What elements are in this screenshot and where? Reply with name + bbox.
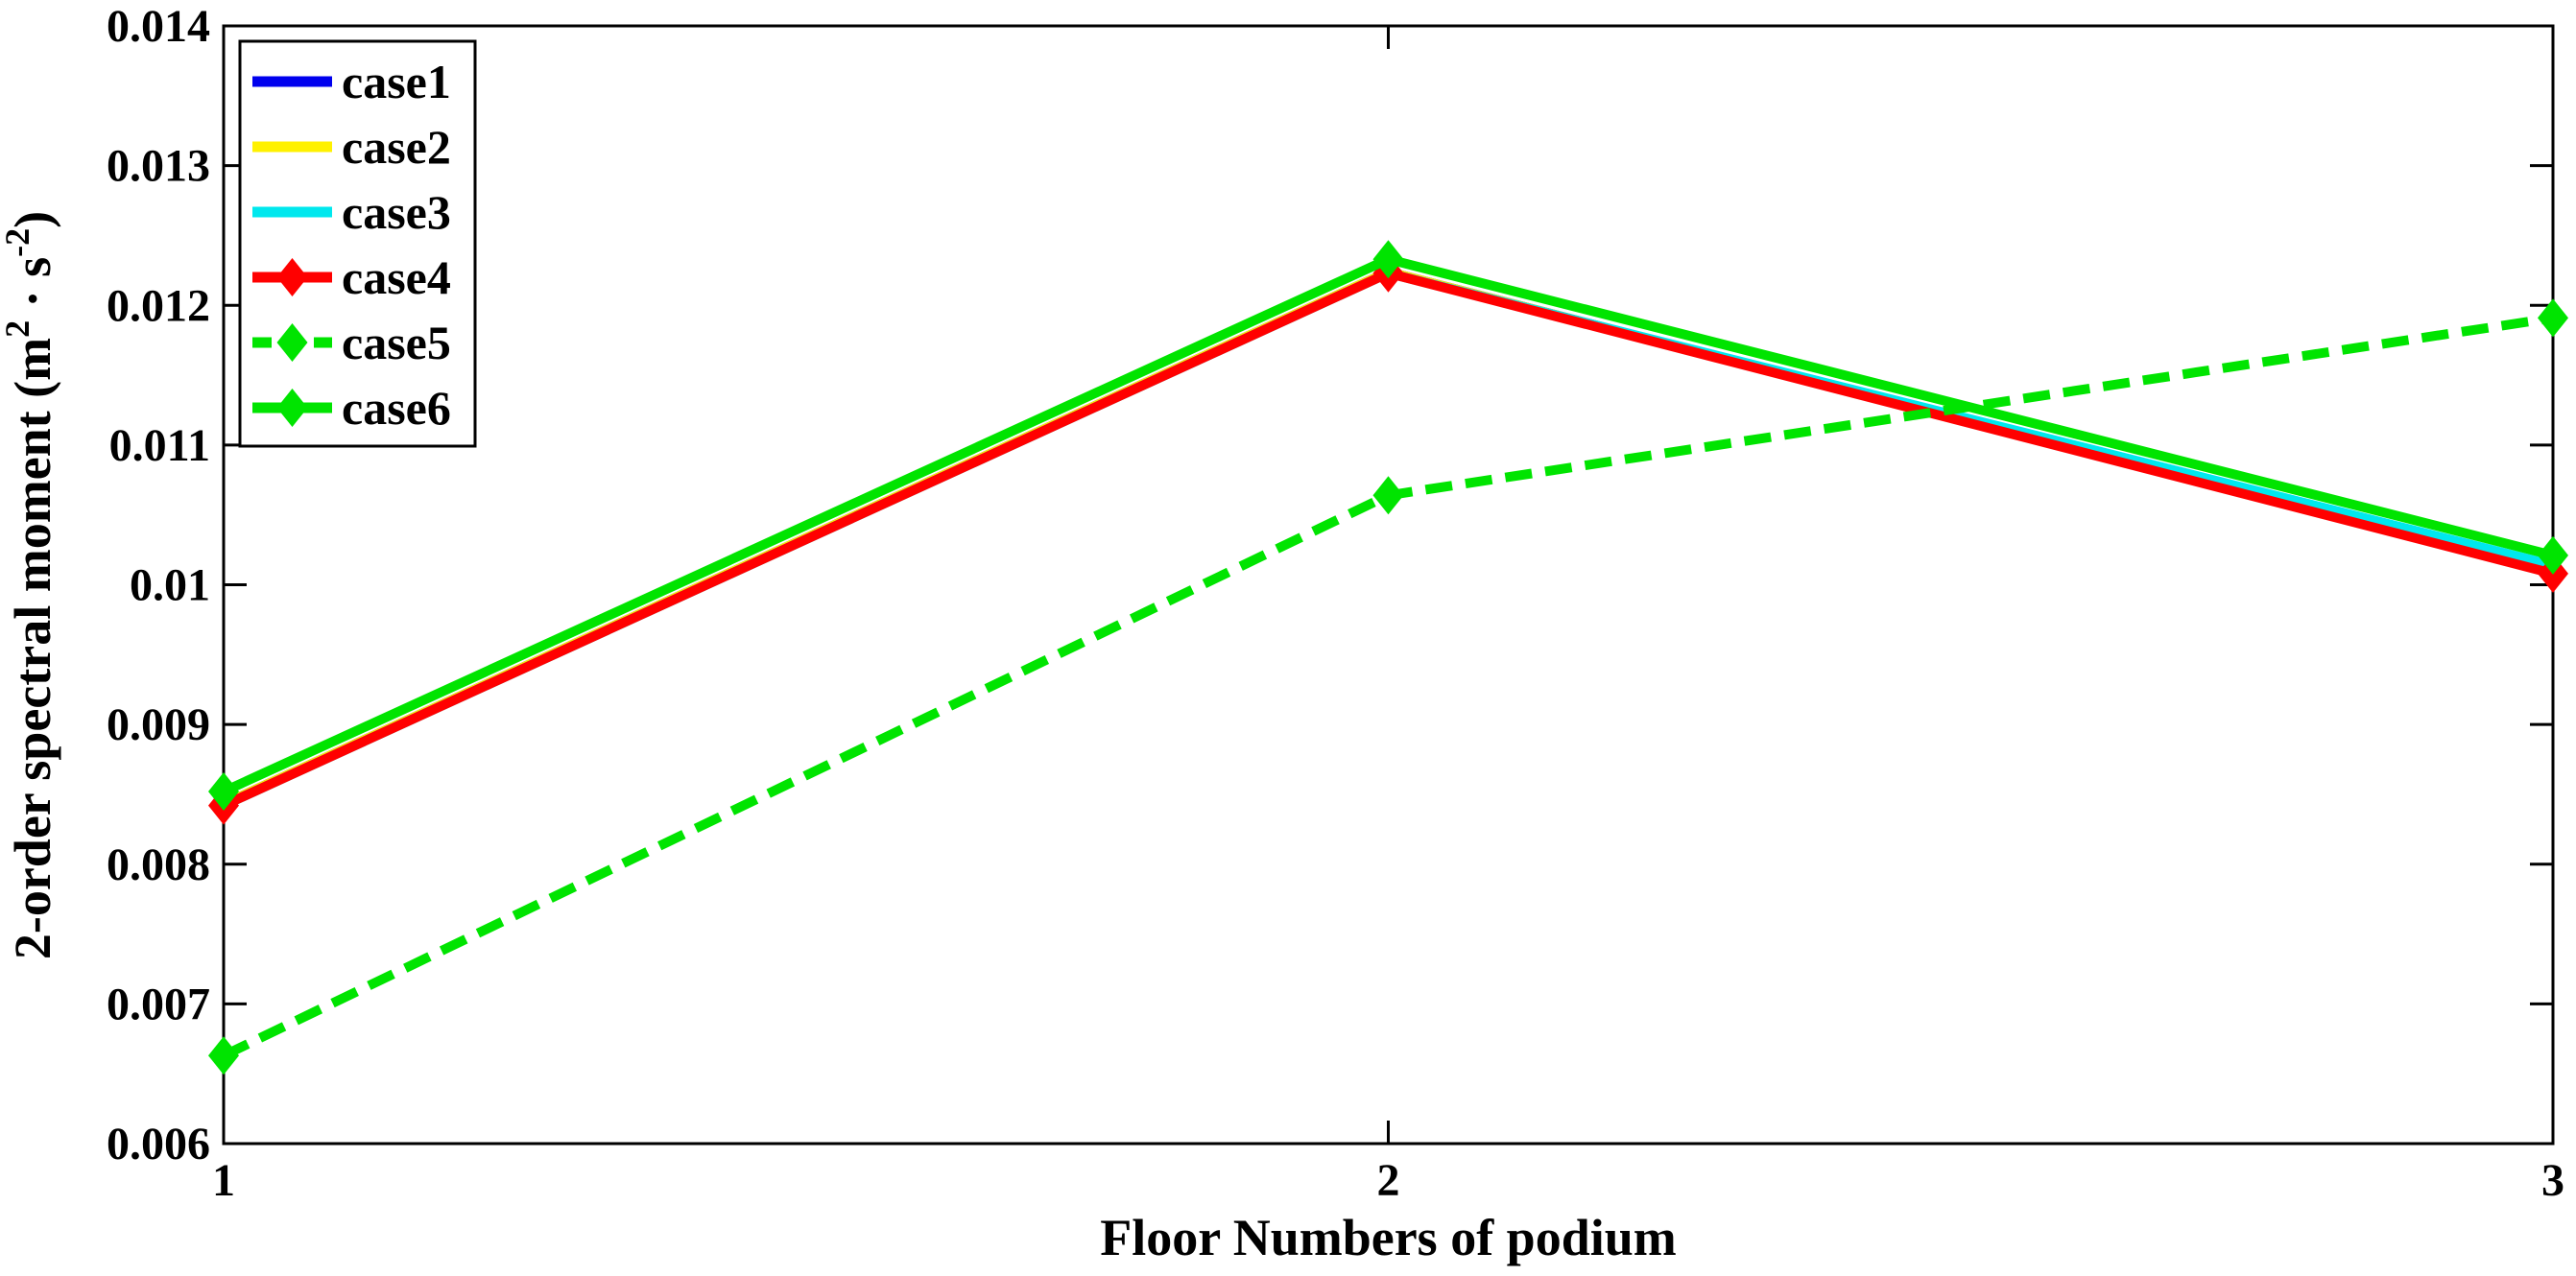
legend-label-case1: case1 xyxy=(342,55,451,108)
x-tick-label: 3 xyxy=(2541,1155,2564,1206)
legend-label-case5: case5 xyxy=(342,316,451,369)
series-line-case2 xyxy=(221,267,2555,809)
x-axis-title: Floor Numbers of podium xyxy=(1100,1209,1677,1266)
y-tick-label: 0.01 xyxy=(130,560,210,611)
series-marker-case5 xyxy=(1372,476,1404,515)
series-line-case5 xyxy=(221,313,2554,1060)
legend-box xyxy=(238,39,477,448)
y-axis-title: 2-order spectral moment (m2 · s-2) xyxy=(0,211,61,959)
y-tick-label: 0.009 xyxy=(107,699,210,750)
series-marker-case5 xyxy=(2538,298,2568,338)
series-line-case6 xyxy=(221,253,2555,796)
y-tick-label: 0.007 xyxy=(107,979,210,1029)
series-marker-case6 xyxy=(208,772,239,812)
x-tick-label: 2 xyxy=(1377,1155,1400,1206)
legend-label-case3: case3 xyxy=(342,185,451,239)
y-tick-label: 0.012 xyxy=(107,280,210,331)
legend-label-case4: case4 xyxy=(342,250,451,304)
series-line-case1 xyxy=(221,267,2555,809)
series-marker-case5 xyxy=(208,1036,239,1075)
y-tick-label: 0.011 xyxy=(109,420,210,471)
series-line-case3 xyxy=(221,268,2555,811)
series-marker-case6 xyxy=(2538,535,2568,575)
plot-frame xyxy=(222,24,2555,1146)
legend-marker-case4 xyxy=(276,258,308,296)
legend-marker-case5 xyxy=(276,323,308,362)
x-tick-label: 1 xyxy=(212,1155,235,1206)
legend-marker-case6 xyxy=(276,389,308,427)
y-tick-label: 0.013 xyxy=(107,141,210,192)
legend-label-case2: case2 xyxy=(342,120,451,174)
y-tick-label: 0.008 xyxy=(107,839,210,890)
y-tick-label: 0.006 xyxy=(107,1119,210,1170)
series-marker-case6 xyxy=(1372,240,1404,279)
legend-label-case6: case6 xyxy=(342,381,451,435)
series-line-case4 xyxy=(221,268,2555,811)
y-tick-label: 0.014 xyxy=(107,1,210,52)
